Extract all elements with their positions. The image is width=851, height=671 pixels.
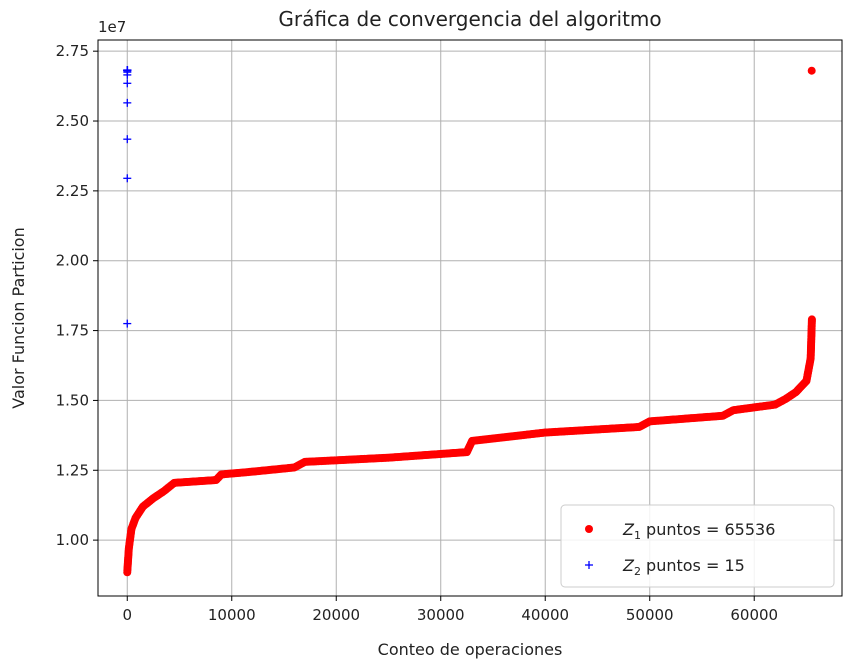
plot-area [123, 66, 816, 577]
legend-entry-2: Z2 puntos = 15 [585, 556, 745, 578]
legend-marker-circle [585, 525, 593, 533]
legend-label-symbol: Z [622, 556, 635, 575]
x-axis-label: Conteo de operaciones [378, 640, 563, 659]
z2-point [123, 79, 132, 88]
legend-label-text: puntos = 65536 [641, 520, 775, 539]
plot-frame [97, 39, 843, 597]
x-tick-label: 30000 [417, 606, 465, 624]
y-axis-ticks: 1.00 1.25 1.50 1.75 2.00 2.25 2.50 2.75 [56, 42, 98, 549]
z2-point [123, 319, 132, 328]
x-tick-label: 60000 [730, 606, 778, 624]
legend-label-text: puntos = 15 [641, 556, 745, 575]
legend-label-symbol: Z [622, 520, 635, 539]
x-tick-label: 50000 [626, 606, 674, 624]
legend-box [560, 504, 835, 588]
y-tick-label: 2.25 [56, 182, 89, 200]
x-tick-label: 0 [122, 606, 132, 624]
x-tick-label: 40000 [521, 606, 569, 624]
series-z2 [123, 66, 132, 328]
legend-label-subscript: 2 [634, 565, 641, 578]
y-tick-label: 1.25 [56, 461, 89, 479]
legend-entry-1: Z1 puntos = 65536 [585, 520, 775, 542]
y-tick-label: 2.00 [56, 252, 89, 270]
y-tick-label: 1.50 [56, 391, 89, 409]
legend-label-subscript: 1 [634, 529, 641, 542]
y-tick-label: 2.50 [56, 112, 89, 130]
y-tick-label: 1.75 [56, 322, 89, 340]
y-tick-label: 2.75 [56, 42, 89, 60]
chart-title: Gráfica de convergencia del algoritmo [278, 7, 661, 31]
x-tick-label: 20000 [312, 606, 360, 624]
x-tick-label: 10000 [208, 606, 256, 624]
grid-lines [98, 40, 842, 596]
z2-point [123, 174, 132, 183]
z1-point [807, 315, 816, 324]
legend-label-1: Z1 puntos = 65536 [622, 520, 775, 542]
z2-point [123, 66, 132, 75]
y-tick-label: 1.00 [56, 531, 89, 549]
z2-point [123, 135, 132, 144]
y-axis-label: Valor Funcion Particion [9, 227, 28, 408]
x-axis-ticks: 0 10000 20000 30000 40000 50000 60000 [122, 596, 778, 624]
series-z1 [123, 66, 816, 577]
legend-label-2: Z2 puntos = 15 [622, 556, 745, 578]
y-axis-offset-label: 1e7 [98, 18, 126, 36]
z1-point [807, 66, 816, 75]
z2-point [123, 98, 132, 107]
